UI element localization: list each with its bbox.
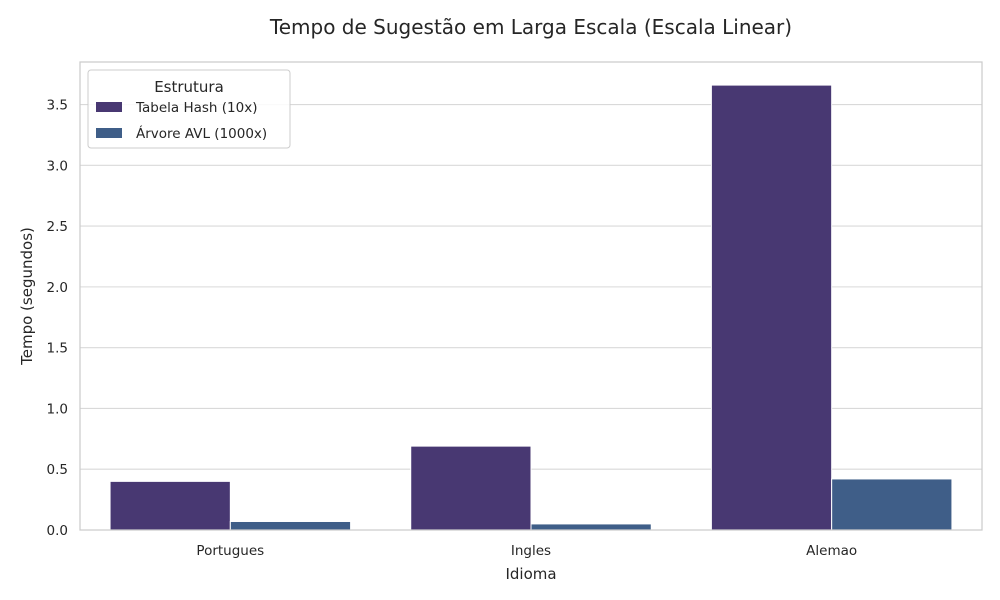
bar: [410, 445, 532, 531]
bars: [109, 84, 953, 531]
legend-swatch-arvore-avl: [96, 128, 122, 138]
y-tick-label: 3.5: [47, 98, 68, 114]
legend-label-tabela-hash: Tabela Hash (10x): [135, 100, 257, 116]
bar: [109, 480, 231, 531]
legend: Estrutura Tabela Hash (10x) Árvore AVL (…: [87, 69, 291, 149]
x-tick-label: Portugues: [196, 543, 264, 559]
grid-lines: [80, 103, 982, 531]
y-tick-label: 1.5: [47, 341, 68, 357]
x-axis-ticks: Portugues Ingles Alemao: [196, 543, 857, 559]
bar: [530, 523, 652, 531]
y-tick-label: 2.5: [47, 219, 68, 235]
y-tick-label: 0.5: [47, 462, 68, 478]
plot-frame: [79, 61, 983, 531]
legend-box: [87, 69, 291, 149]
legend-swatch-tabela-hash: [96, 102, 122, 112]
x-axis-label: Idioma: [505, 565, 556, 583]
bar: [229, 520, 352, 531]
y-tick-label: 3.0: [47, 158, 68, 174]
bar: [710, 84, 833, 531]
y-tick-label: 2.0: [47, 280, 68, 296]
legend-title: Estrutura: [154, 78, 224, 96]
legend-label-arvore-avl: Árvore AVL (1000x): [136, 125, 267, 142]
y-tick-label: 1.0: [47, 401, 68, 417]
y-axis-label: Tempo (segundos): [18, 227, 36, 366]
x-tick-label: Alemao: [806, 543, 857, 559]
x-tick-label: Ingles: [511, 543, 551, 559]
y-tick-label: 0.0: [47, 523, 68, 539]
bar: [831, 478, 953, 531]
y-axis-ticks: 0.0 0.5 1.0 1.5 2.0 2.5 3.0 3.5: [47, 98, 68, 539]
chart-title: Tempo de Sugestão em Larga Escala (Escal…: [269, 15, 792, 39]
